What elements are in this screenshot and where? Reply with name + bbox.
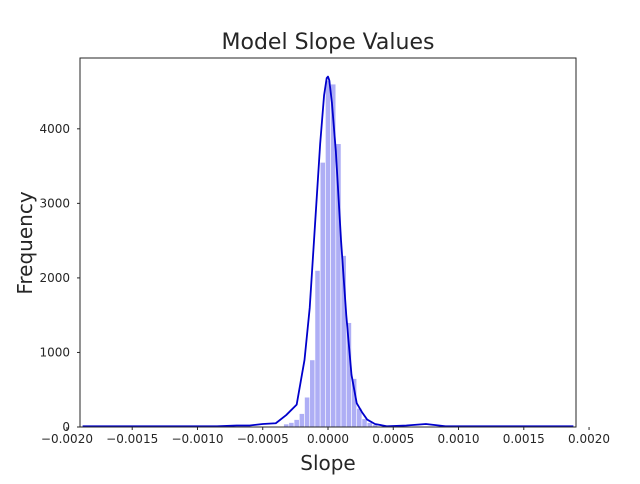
histogram-bar (366, 422, 373, 428)
histogram-bar (304, 396, 311, 428)
x-tick-label: 0.0015 (503, 432, 545, 446)
y-axis-ticks: 0 1000 2000 3000 4000 (39, 122, 80, 434)
x-tick-label: 0.0020 (568, 432, 610, 446)
y-tick-label: 1000 (39, 345, 70, 359)
y-tick-label: 4000 (39, 122, 70, 136)
histogram-bar (325, 80, 331, 428)
y-tick-label: 3000 (39, 196, 70, 210)
histogram-bar (288, 422, 295, 428)
x-tick-label: −0.0010 (171, 432, 223, 446)
x-tick-label: −0.0015 (106, 432, 158, 446)
x-tick-label: −0.0020 (41, 432, 93, 446)
x-tick-label: 0.0000 (307, 432, 349, 446)
y-axis-label: Frequency (13, 191, 37, 294)
histogram-bar (314, 270, 321, 428)
histogram-bar (293, 419, 300, 428)
x-tick-label: 0.0005 (372, 432, 414, 446)
x-axis-label: Slope (300, 451, 356, 475)
y-tick-label: 2000 (39, 271, 70, 285)
y-tick-label: 0 (62, 420, 70, 434)
chart-title: Model Slope Values (222, 30, 435, 55)
x-tick-label: 0.0010 (438, 432, 480, 446)
histogram-bar (298, 413, 305, 428)
x-tick-label: −0.0005 (237, 432, 289, 446)
histogram-bar (361, 418, 368, 428)
histogram-bar (319, 162, 326, 428)
histogram-bar (309, 359, 316, 428)
kde-line (82, 75, 574, 428)
x-axis-ticks: −0.0020 −0.0015 −0.0010 −0.0005 0.0000 0.0005… (41, 427, 610, 446)
